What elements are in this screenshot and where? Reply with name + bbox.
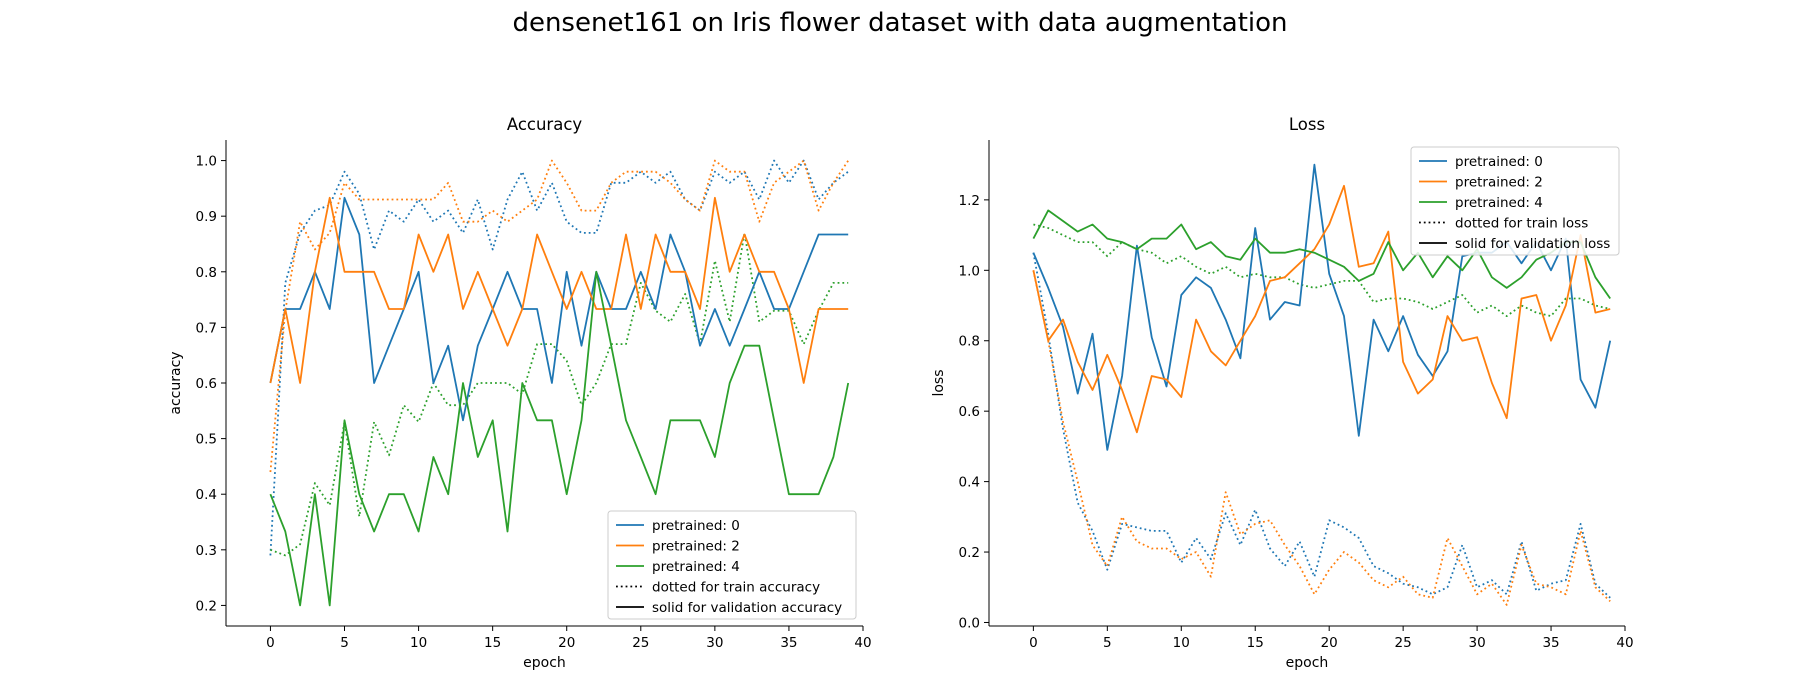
series-line-validation-pretrained-2 — [269, 196, 849, 384]
x-axis-label: epoch — [523, 655, 566, 671]
y-tick-label: 0.9 — [196, 209, 217, 225]
y-tick-label: 0.2 — [196, 598, 217, 614]
series-line-train-pretrained-2 — [269, 159, 849, 473]
y-tick-label: 0.6 — [196, 376, 217, 392]
series-line-train-pretrained-0 — [1032, 252, 1611, 599]
x-tick-label: 40 — [1616, 635, 1633, 651]
x-tick-label: 20 — [558, 635, 575, 651]
x-tick-label: 5 — [1103, 635, 1112, 651]
series-line-validation-pretrained-0 — [269, 196, 849, 422]
x-tick-label: 10 — [410, 635, 427, 651]
legend-entry-label: dotted for train loss — [1455, 216, 1588, 232]
x-tick-label: 25 — [1395, 635, 1412, 651]
legend-entry-label: pretrained: 0 — [652, 518, 740, 534]
x-tick-label: 35 — [780, 635, 797, 651]
x-tick-label: 35 — [1542, 635, 1559, 651]
x-tick-label: 0 — [266, 635, 275, 651]
legend-entry-label: solid for validation accuracy — [652, 600, 842, 616]
y-tick-label: 1.2 — [959, 193, 980, 209]
y-tick-label: 0.0 — [959, 615, 980, 631]
series-line-train-pretrained-4 — [270, 231, 849, 557]
legend-entry-label: pretrained: 4 — [1455, 195, 1543, 211]
x-tick-label: 0 — [1029, 635, 1038, 651]
x-tick-label: 10 — [1173, 635, 1190, 651]
y-tick-label: 0.5 — [196, 432, 217, 448]
legend: pretrained: 0 pretrained: 2 pretrained: 4 d… — [1410, 146, 1620, 256]
panel-title: Accuracy — [507, 115, 583, 134]
y-tick-label: 0.3 — [196, 543, 217, 559]
y-tick-label: 1.0 — [196, 154, 217, 170]
y-tick-label: 0.4 — [196, 487, 217, 503]
legend-entry-label: pretrained: 0 — [1455, 154, 1543, 170]
panel-loss: 0 5 10 15 20 25 30 35 40 0.0 0.2 0.4 0.6 0.8 1.0 1.2 Los… — [931, 115, 1634, 671]
series-line-train-pretrained-0 — [269, 159, 849, 556]
x-tick-label: 20 — [1321, 635, 1338, 651]
panel-accuracy: 0 5 10 15 20 25 30 35 40 0.2 0.3 0.4 0.5 0.6 0.7 0.8 0.9… — [168, 115, 872, 671]
legend-entry-label: pretrained: 4 — [652, 559, 740, 575]
series-line-validation-pretrained-4 — [269, 270, 850, 607]
x-axis-label: epoch — [1286, 655, 1329, 671]
x-tick-label: 15 — [1247, 635, 1264, 651]
y-tick-label: 0.6 — [959, 404, 980, 420]
x-tick-label: 40 — [854, 635, 871, 651]
y-tick-label: 0.8 — [959, 334, 980, 350]
x-tick-label: 15 — [484, 635, 501, 651]
panel-title: Loss — [1289, 115, 1325, 134]
y-axis-label: accuracy — [168, 351, 184, 414]
y-tick-label: 0.7 — [196, 320, 217, 336]
legend-box — [607, 510, 857, 620]
x-tick-label: 5 — [340, 635, 349, 651]
x-tick-label: 30 — [706, 635, 723, 651]
y-tick-label: 0.8 — [196, 265, 217, 281]
y-tick-label: 0.2 — [959, 545, 980, 561]
x-tick-label: 25 — [632, 635, 649, 651]
legend-entry-label: dotted for train accuracy — [652, 580, 820, 596]
legend-entry-label: pretrained: 2 — [652, 539, 740, 555]
series-line-train-pretrained-2 — [1032, 270, 1611, 606]
legend: pretrained: 0 pretrained: 2 pretrained: 4 d… — [607, 510, 857, 620]
y-axis-label: loss — [931, 369, 947, 396]
x-tick-label: 30 — [1468, 635, 1485, 651]
y-tick-label: 1.0 — [959, 263, 980, 279]
legend-box — [1410, 146, 1620, 256]
series-line-validation-pretrained-2 — [1032, 184, 1611, 434]
legend-entry-label: solid for validation loss — [1455, 236, 1610, 252]
series-line-validation-pretrained-4 — [1032, 209, 1611, 300]
figure-title: densenet161 on Iris flower dataset with … — [512, 8, 1288, 38]
legend-entry-label: pretrained: 2 — [1455, 175, 1543, 191]
y-tick-label: 0.4 — [959, 475, 980, 491]
